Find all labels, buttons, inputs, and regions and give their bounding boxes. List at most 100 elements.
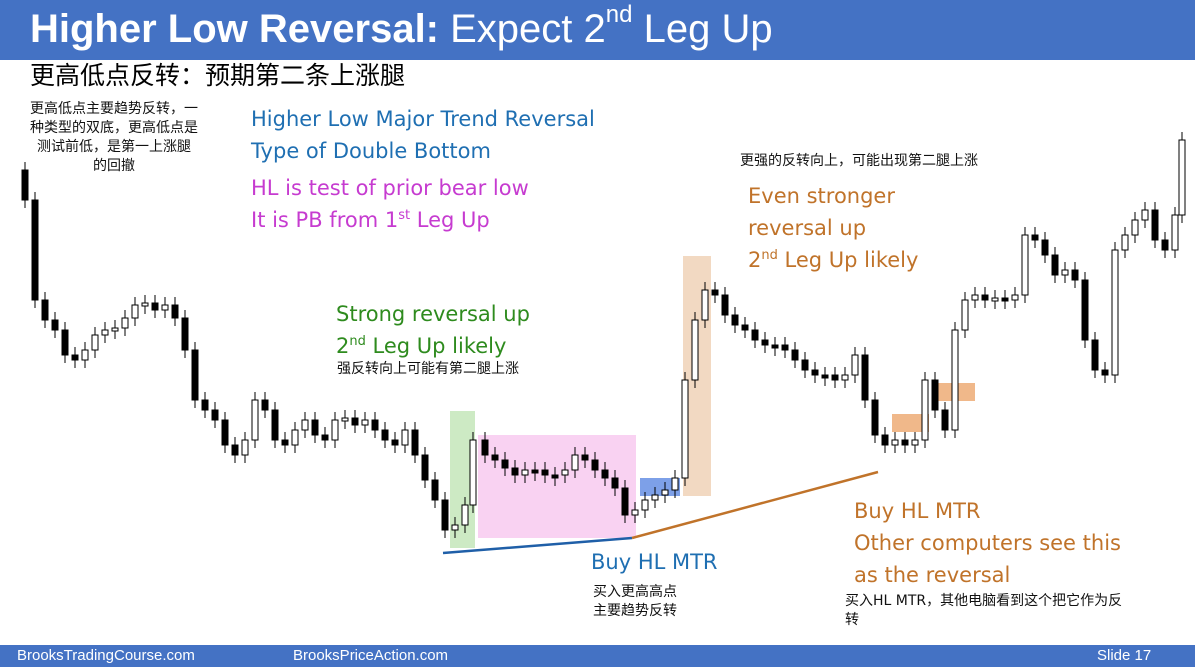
candle-body [881,434,889,446]
candle-body [141,302,149,307]
candle-body [1171,214,1179,251]
candle-body [1131,219,1139,236]
ann-even-leg-sup: nd [761,248,778,263]
candle-body [951,329,959,431]
candle-body [91,334,99,351]
price-chart [21,132,1186,555]
candle-body [941,409,949,431]
ann-pb-pre: It is PB from 1 [251,208,399,232]
candle-body [1091,339,1099,371]
candle-body [581,454,589,461]
candle-body [431,479,439,501]
ann-pb-sup: st [398,208,411,223]
ann-leg2-pre: 2 [336,334,350,358]
candle-body [651,494,659,501]
candle-body [611,477,619,489]
candle-body [261,399,269,411]
title-rest-post: Leg Up [632,7,773,51]
ann-leg2-sup: nd [349,334,366,349]
candle-body [1081,279,1089,341]
candle-body [1061,269,1069,276]
candle-body [991,297,999,302]
candle-body [321,434,329,441]
candle-body [371,419,379,431]
ann-double-bottom: Type of Double Bottom [251,139,491,163]
candlesticks [21,132,1186,538]
ann-even-stronger-2: reversal up [748,216,867,240]
candle-body [911,439,919,446]
note-buy2-zh: 买入HL MTR，其他电脑看到这个把它作为反 转 [845,593,1123,628]
candle-body [701,289,709,321]
ann-leg2-post: Leg Up likely [365,334,507,358]
candle-body [121,317,129,329]
candle-body [101,329,109,336]
candle-body [791,349,799,361]
slide-title: Higher Low Reversal: Expect 2nd Leg Up [30,3,773,53]
candle-body [531,469,539,474]
candle-body [1051,254,1059,276]
candle-body [961,299,969,331]
candle-body [901,439,909,446]
footer-mid: BrooksPriceAction.com [293,647,449,664]
candle-body [671,477,679,491]
candle-body [291,429,299,446]
candle-body [1071,269,1079,281]
candle-body [891,439,899,446]
candle-body [271,409,279,441]
candle-body [981,294,989,301]
candle-body [41,299,49,321]
candle-body [561,469,569,476]
title-rest-pre: Expect 2 [439,7,606,51]
candle-body [1011,294,1019,301]
candle-body [401,429,409,446]
candle-body [601,469,609,479]
candle-body [221,419,229,446]
candle-body [301,419,309,431]
candle-body [831,374,839,381]
candle-body [691,319,699,381]
candle-body [1161,239,1169,251]
candle-body [341,417,349,422]
candle-body [171,304,179,319]
candle-body [771,344,779,349]
pink-highlight-box [478,435,636,538]
candle-body [551,474,559,479]
candle-body [441,499,449,531]
candle-body [251,399,259,441]
candle-body [181,317,189,351]
ann-hl-test: HL is test of prior bear low [251,176,529,200]
ann-even-leg-pre: 2 [748,248,762,272]
candle-body [971,294,979,301]
ann-even-stronger-1: Even stronger [748,184,895,208]
ann-hl-major: Higher Low Major Trend Reversal [251,107,595,131]
candle-body [681,379,689,479]
candle-body [131,304,139,319]
candle-body [31,199,39,301]
candle-body [631,509,639,516]
candle-body [469,439,477,506]
candle-body [741,324,749,331]
note-right-zh: 更强的反转向上，可能出现第二腿上涨 [740,153,978,169]
candle-body [381,429,389,441]
candle-body [71,354,79,361]
blue-highlight-box [640,478,680,496]
ann-buy-hl2-2: Other computers see this [854,531,1121,555]
blue-support-line [442,536,633,555]
candle-body [81,349,89,361]
candle-body [1121,234,1129,251]
candle-body [461,504,469,526]
candle-body [661,489,669,496]
candle-body [1031,234,1039,241]
candle-body [641,499,649,511]
candle-body [541,469,549,476]
ann-buy-hl2-1: Buy HL MTR [854,499,981,523]
orange-highlight-box-1 [892,414,929,432]
candle-body [491,454,499,461]
candle-body [51,319,59,331]
candle-body [331,419,339,441]
candle-body [801,359,809,371]
candle-body [1111,249,1119,376]
footer-bar: BrooksTradingCourse.com BrooksPriceActio… [0,645,1195,667]
footer-right: Slide 17 [1097,647,1152,664]
ann-buy-hl2-3: as the reversal [854,563,1011,587]
